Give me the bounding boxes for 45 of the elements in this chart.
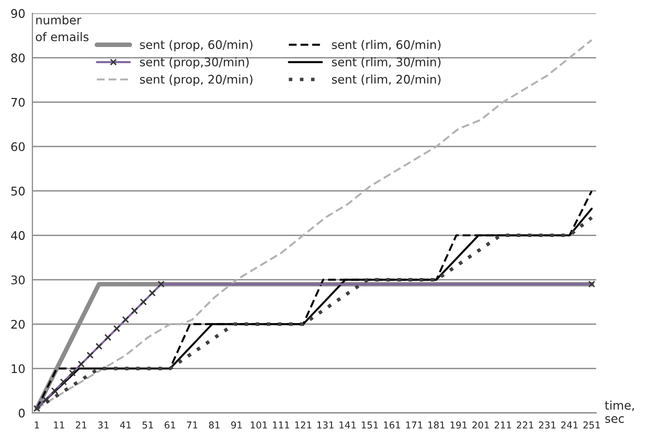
y-tick-label: 50: [11, 186, 25, 196]
x-tick-label: 81: [209, 421, 220, 429]
x-tick-label: 51: [142, 422, 153, 429]
x-tick-label: 191: [450, 421, 467, 429]
y-tick-label: 30: [11, 275, 25, 284]
x-tick-label: 241: [561, 421, 578, 428]
y-tick-label: 60: [11, 142, 25, 152]
x-tick-label: 251: [583, 421, 600, 429]
legend-label: sent (prop,30/min): [140, 57, 249, 69]
point: [33, 405, 40, 412]
x-tick-label: 121: [295, 421, 312, 428]
x-tick-label: 211: [494, 421, 512, 428]
x-tick-label: 71: [186, 422, 198, 428]
legend-label: sent (prop, 20/min): [140, 74, 252, 86]
x-tick-label: 221: [516, 421, 534, 428]
x-tick-label: 1: [34, 422, 39, 428]
x-tick-label: 41: [120, 422, 131, 428]
x-tick-label: 111: [273, 422, 290, 428]
x-tick-label: 141: [340, 422, 356, 428]
x-tick-label: 61: [164, 421, 176, 429]
y-tick-label: 10: [12, 364, 25, 374]
y-axis-title: number of emails: [36, 15, 88, 42]
x-tick-label: 21: [76, 421, 86, 428]
y-tick-label: 90: [11, 9, 25, 18]
x-tick-label: 131: [317, 421, 334, 429]
x-tick-label: 11: [54, 422, 64, 428]
x-axis-title: time, sec: [604, 400, 634, 423]
y-tick-label: 20: [11, 320, 25, 329]
x-tick-label: 231: [539, 421, 556, 429]
x-tick-label: 201: [472, 421, 489, 429]
x-tick-label: 101: [250, 421, 267, 429]
y-tick-label: 70: [11, 98, 25, 107]
x-tick-label: 151: [362, 422, 378, 429]
legend-label: sent (rlim, 60/min): [332, 40, 440, 50]
x-tick-label: 31: [98, 421, 109, 429]
legend-label: sent (rlim, 30/min): [332, 57, 440, 68]
y-tick-label: 80: [11, 53, 25, 62]
legend-label: sent (rlim, 20/min): [332, 74, 440, 86]
y-tick-label: 0: [18, 408, 25, 418]
legend-label: sent (prop, 60/min): [140, 40, 252, 52]
y-tick-label: 40: [11, 231, 25, 240]
x-tick-label: 171: [406, 422, 422, 428]
x-tick-label: 91: [231, 421, 242, 429]
x-tick-label: 161: [384, 421, 400, 429]
x-tick-label: 181: [428, 421, 444, 429]
